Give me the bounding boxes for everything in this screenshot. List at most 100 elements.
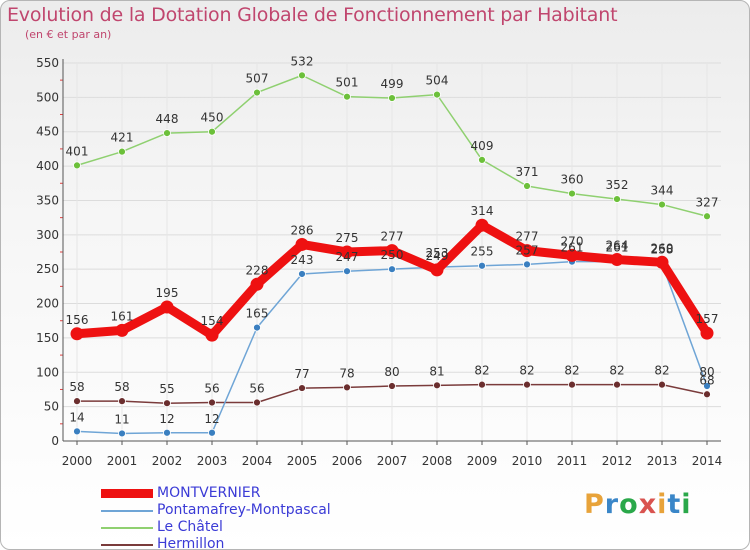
data-point (433, 381, 441, 390)
data-label: 261 (606, 241, 629, 255)
x-tick-label: 2003 (197, 454, 228, 468)
logo-letter: i (681, 489, 692, 520)
data-label: 253 (426, 246, 449, 260)
data-point (343, 92, 351, 101)
data-point (700, 326, 714, 340)
legend-swatch (101, 527, 153, 529)
data-point (430, 263, 444, 277)
data-point (433, 90, 441, 99)
logo-letter: x (638, 489, 658, 520)
data-label: 360 (561, 173, 584, 187)
data-label: 243 (291, 253, 314, 267)
y-tick-label: 250 (36, 262, 59, 276)
data-label: 68 (699, 373, 714, 387)
data-point (658, 200, 666, 209)
data-label: 12 (159, 412, 174, 426)
data-label: 507 (246, 72, 269, 86)
data-label: 82 (609, 364, 624, 378)
data-point (70, 327, 84, 341)
data-label: 82 (519, 364, 534, 378)
data-label: 58 (114, 380, 129, 394)
data-point (160, 300, 174, 314)
data-point (295, 237, 309, 251)
y-tick-label: 100 (36, 365, 59, 379)
x-tick-label: 2009 (467, 454, 498, 468)
legend-item-pontamafrey[interactable]: Pontamafrey-Montpascal (101, 502, 401, 519)
legend-item-montvernier[interactable]: MONTVERNIER (101, 485, 401, 502)
data-point (298, 71, 306, 80)
data-label: 165 (246, 307, 269, 321)
data-point (253, 88, 261, 97)
data-label: 255 (471, 245, 494, 259)
data-point (523, 380, 531, 389)
data-point (73, 161, 81, 170)
legend-item-le-chatel[interactable]: Le Châtel (101, 519, 401, 536)
data-point (658, 380, 666, 389)
data-label: 371 (516, 165, 539, 179)
data-label: 82 (654, 364, 669, 378)
data-point (610, 253, 624, 267)
data-label: 58 (69, 380, 84, 394)
data-point (163, 428, 171, 437)
y-tick-label: 450 (36, 125, 59, 139)
logo-letter: i (657, 489, 668, 520)
logo-letter: o (619, 489, 639, 520)
data-point (208, 428, 216, 437)
data-point (208, 127, 216, 136)
data-label: 228 (246, 263, 269, 277)
data-label: 352 (606, 178, 629, 192)
data-point (703, 212, 711, 221)
data-label: 14 (69, 410, 84, 424)
data-label: 81 (429, 364, 444, 378)
data-label: 156 (66, 313, 89, 327)
data-label: 421 (111, 131, 134, 145)
data-label: 82 (564, 364, 579, 378)
data-point (523, 260, 531, 269)
data-point (298, 384, 306, 392)
data-point (523, 182, 531, 190)
y-tick-label: 500 (36, 90, 59, 104)
data-label: 261 (561, 241, 584, 255)
x-tick-label: 2000 (62, 454, 93, 468)
y-tick-label: 350 (36, 193, 59, 207)
data-point (388, 94, 396, 102)
data-point (253, 398, 261, 407)
data-point (73, 397, 81, 406)
data-point (565, 248, 579, 262)
proxiti-logo: Proxiti (584, 489, 692, 520)
data-point (655, 255, 669, 269)
x-tick-label: 2013 (647, 454, 678, 468)
data-point (613, 195, 621, 203)
legend-label: Hermillon (157, 536, 225, 550)
legend-swatch (101, 489, 153, 498)
data-label: 258 (651, 243, 674, 257)
data-label: 195 (156, 286, 179, 300)
data-label: 344 (651, 184, 674, 198)
data-label: 55 (159, 382, 174, 396)
data-point (568, 189, 576, 198)
data-label: 327 (696, 195, 719, 209)
data-point (340, 245, 354, 259)
data-point (163, 129, 171, 138)
data-point (703, 390, 711, 399)
data-label: 257 (516, 243, 539, 257)
data-point (73, 427, 81, 436)
data-point (478, 261, 486, 270)
x-tick-label: 2010 (512, 454, 543, 468)
data-point (205, 328, 219, 342)
data-point (298, 270, 306, 278)
x-tick-label: 2012 (602, 454, 633, 468)
data-label: 157 (696, 312, 719, 326)
data-label: 12 (204, 412, 219, 426)
y-tick-label: 400 (36, 159, 59, 173)
y-tick-label: 300 (36, 228, 59, 242)
x-tick-label: 2001 (107, 454, 138, 468)
data-label: 401 (66, 144, 89, 158)
legend-item-hermillon[interactable]: Hermillon (101, 536, 401, 550)
data-point (253, 323, 261, 332)
logo-letter: r (604, 489, 620, 520)
data-label: 504 (426, 74, 449, 88)
legend-label: Pontamafrey-Montpascal (157, 502, 331, 518)
data-label: 409 (471, 139, 494, 153)
